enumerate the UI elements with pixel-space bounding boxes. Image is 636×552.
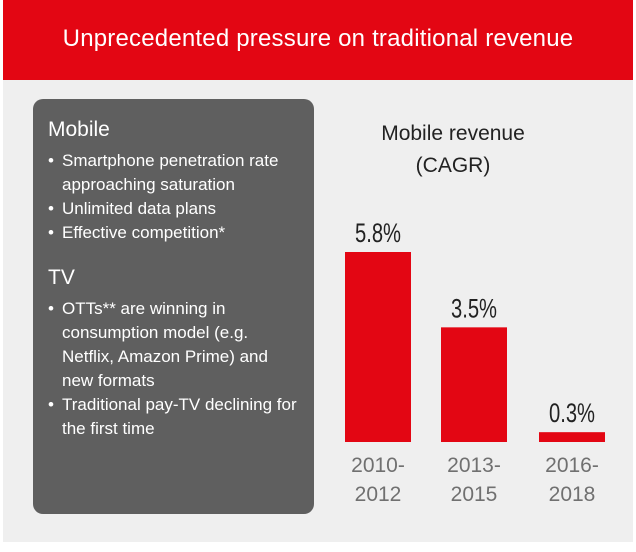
bar-value-label-2013-2015: 3.5% (451, 293, 497, 323)
mobile-bullet-smartphone: Smartphone penetration rate approaching … (48, 149, 300, 197)
mobile-bullet-list: Smartphone penetration rate approaching … (48, 149, 300, 245)
mobile-section-title: Mobile (48, 118, 110, 141)
content-panel: Mobile Smartphone penetration rate appro… (3, 80, 633, 542)
chart-title: Mobile revenue (CAGR) (333, 118, 573, 182)
category-label-2013-2015-line-1: 2013- (447, 454, 501, 477)
category-label-2013-2015-line-2: 2015 (451, 483, 498, 506)
bar-value-label-2010-2012: 5.8% (355, 218, 401, 248)
tv-bullet-otts: OTTs** are winning in consumption model … (48, 297, 300, 393)
category-label-2010-2012-line-2: 2012 (355, 483, 402, 506)
tv-section-title: TV (48, 266, 75, 289)
mobile-bullet-competition: Effective competition* (48, 221, 300, 245)
header-banner: Unprecedented pressure on traditional re… (3, 0, 633, 80)
bar-value-label-2016-2018: 0.3% (549, 398, 595, 428)
bar-2010-2012 (345, 252, 411, 442)
chart-title-line-2: (CAGR) (415, 154, 491, 177)
category-label-2016-2018-line-1: 2016- (545, 454, 599, 477)
category-label-2010-2012-line-1: 2010- (351, 454, 405, 477)
page-title: Unprecedented pressure on traditional re… (62, 25, 574, 52)
tv-bullet-list: OTTs** are winning in consumption model … (48, 297, 300, 441)
category-label-2016-2018-line-2: 2018 (549, 483, 596, 506)
mobile-revenue-bar-chart: 5.8% 2010- 2012 3.5% 2013- 2015 0.3% 2016- 2018 (345, 218, 605, 506)
bar-2013-2015 (441, 327, 507, 442)
chart-title-line-1: Mobile revenue (381, 122, 525, 145)
tv-bullet-pay-tv: Traditional pay-TV declining for the fir… (48, 393, 300, 441)
bar-2016-2018 (539, 432, 605, 442)
pressure-factors-box: Mobile Smartphone penetration rate appro… (33, 99, 314, 514)
mobile-bullet-unlimited-data: Unlimited data plans (48, 197, 300, 221)
